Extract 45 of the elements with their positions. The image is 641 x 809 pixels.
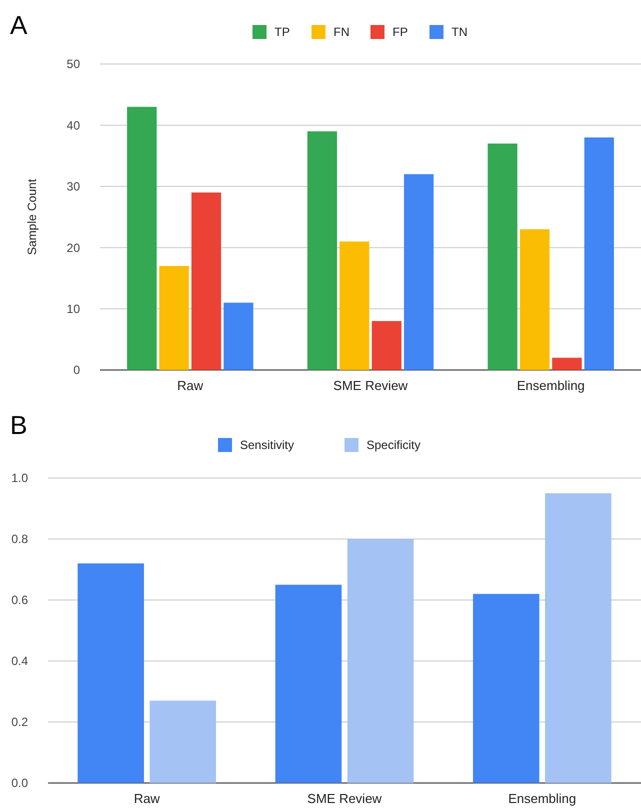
bar [347,539,414,783]
legend-label: TP [274,25,290,40]
bar [545,493,612,783]
y-tick-label: 50 [66,57,80,72]
chart-title: A [10,10,28,40]
x-tick-label: Ensembling [516,378,585,393]
legend-label: Specificity [366,438,421,452]
bar [78,563,144,783]
legend-label: TN [452,25,468,40]
bar [520,229,550,370]
bar [191,192,222,370]
bar [552,358,582,370]
y-tick-label: 20 [66,240,80,255]
x-tick-label: Raw [134,791,160,806]
bar [275,584,342,783]
bar [340,241,370,370]
y-tick-label: 0.8 [11,532,28,546]
y-tick-label: 0.4 [11,654,28,668]
bar [488,144,518,370]
y-tick-label: 40 [66,118,80,132]
y-tick-label: 10 [66,302,80,316]
bar [472,594,540,783]
bar [307,131,338,370]
y-tick-label: 1.0 [11,471,28,486]
legend-label: FP [392,25,408,40]
y-tick-label: 0.2 [11,715,28,730]
legend-label: FN [334,25,350,40]
x-tick-label: Ensembling [508,791,576,806]
bar [404,174,434,370]
bar [224,302,254,370]
bar [150,700,216,783]
bar [127,106,157,370]
bar [584,137,614,370]
y-tick-label: 0.0 [11,776,28,790]
x-tick-label: Raw [177,378,204,393]
x-tick-label: SME Review [333,378,408,393]
bar [159,266,189,370]
chart-title: B [10,410,28,440]
y-tick-label: 0.6 [11,593,28,608]
y-tick-label: 30 [66,180,80,194]
legend-label: Sensitivity [240,438,294,452]
x-tick-label: SME Review [307,791,382,806]
y-tick-label: 0 [73,363,80,378]
y-axis-title: Sample Count [25,178,39,256]
bar [372,321,402,370]
